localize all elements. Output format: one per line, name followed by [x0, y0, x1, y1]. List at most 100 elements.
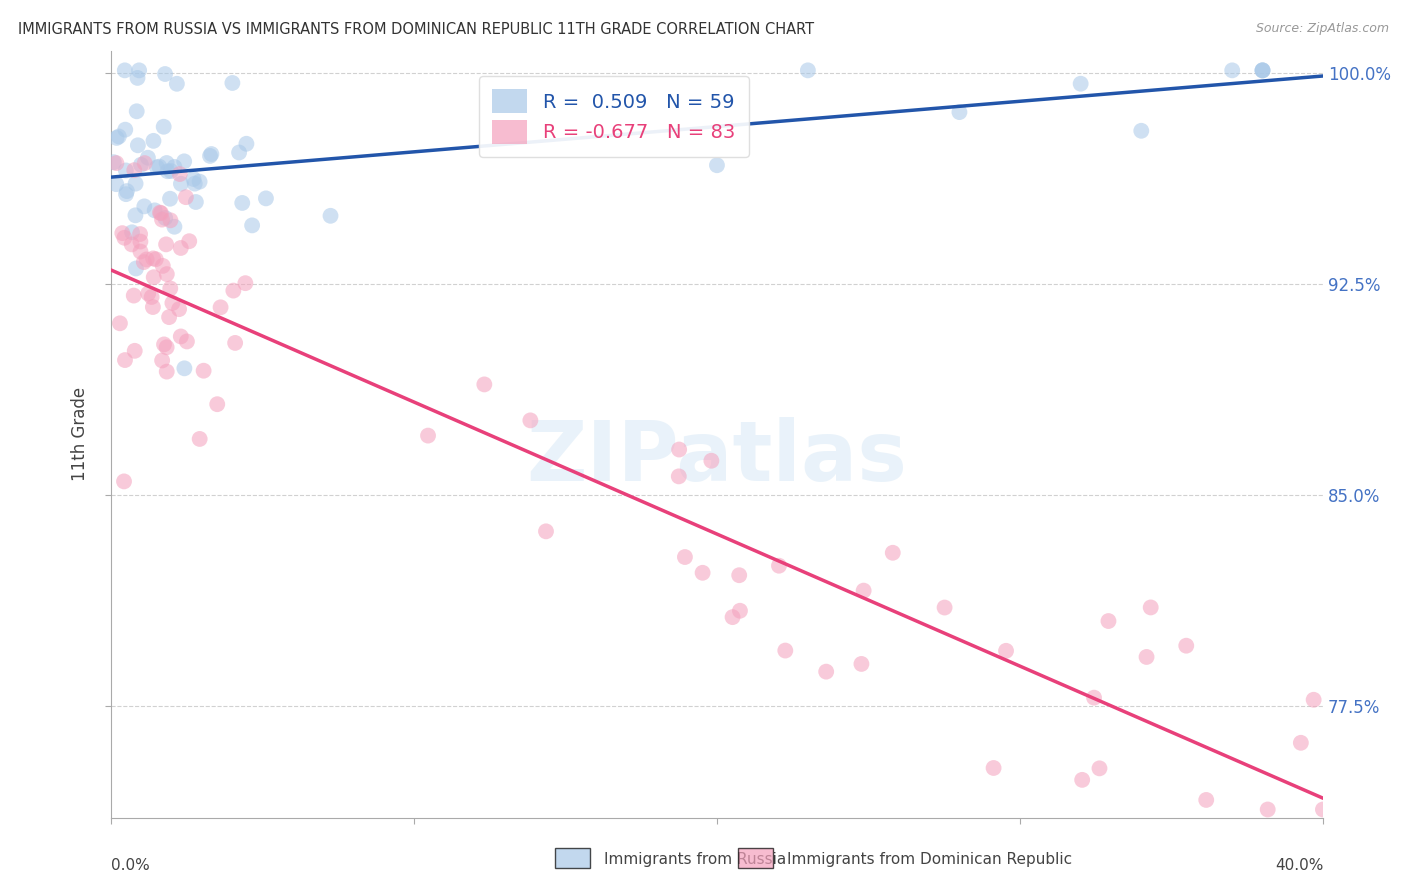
Point	[156, 365, 179, 379]
Point	[319, 209, 342, 223]
Point	[128, 63, 150, 78]
Point	[121, 225, 143, 239]
Point	[1130, 124, 1153, 138]
Point	[228, 145, 250, 160]
Point	[129, 235, 152, 249]
Point	[188, 432, 211, 446]
Point	[155, 237, 177, 252]
Point	[159, 281, 181, 295]
Point	[1195, 793, 1218, 807]
Point	[105, 177, 128, 191]
Point	[1302, 692, 1324, 706]
Point	[163, 160, 186, 174]
Point	[122, 288, 145, 302]
Point	[105, 131, 128, 145]
Point	[163, 219, 186, 234]
Point	[169, 167, 191, 181]
Point	[125, 104, 148, 119]
Point	[156, 267, 179, 281]
Point	[159, 213, 181, 227]
Point	[166, 77, 188, 91]
Point	[882, 546, 904, 560]
Point	[174, 190, 197, 204]
Point	[112, 231, 135, 245]
Point	[1083, 690, 1105, 705]
Point	[127, 70, 149, 85]
Point	[1289, 736, 1312, 750]
Point	[153, 67, 176, 81]
Point	[1251, 63, 1274, 78]
Point	[141, 290, 163, 304]
Point	[176, 334, 198, 349]
Point	[115, 184, 138, 198]
Point	[159, 192, 181, 206]
Legend: R =  0.509   N = 59, R = -0.677   N = 83: R = 0.509 N = 59, R = -0.677 N = 83	[479, 76, 749, 157]
Point	[193, 364, 215, 378]
Point	[124, 208, 146, 222]
Point	[934, 600, 956, 615]
Point	[162, 296, 184, 310]
Point	[222, 284, 245, 298]
Point	[728, 604, 751, 618]
Point	[112, 475, 135, 489]
Point	[416, 428, 439, 442]
Point	[207, 397, 229, 411]
Point	[1139, 600, 1161, 615]
Point	[235, 276, 257, 290]
Point	[111, 226, 134, 240]
Point	[124, 177, 146, 191]
Text: Source: ZipAtlas.com: Source: ZipAtlas.com	[1256, 22, 1389, 36]
Point	[142, 270, 165, 285]
Point	[114, 122, 136, 136]
Point	[129, 158, 152, 172]
Point	[146, 161, 169, 175]
Point	[519, 413, 541, 427]
Point	[135, 252, 157, 267]
Point	[797, 63, 820, 78]
Point	[125, 261, 148, 276]
Point	[1257, 803, 1279, 817]
Point	[160, 164, 183, 178]
Point	[673, 549, 696, 564]
Point	[1071, 772, 1094, 787]
Point	[157, 310, 180, 325]
Point	[108, 316, 131, 330]
Point	[209, 301, 232, 315]
Point	[995, 644, 1018, 658]
Point	[153, 337, 176, 351]
Point	[235, 136, 257, 151]
Point	[240, 219, 263, 233]
Point	[472, 377, 495, 392]
Point	[115, 187, 138, 202]
Point	[114, 63, 136, 78]
Point	[134, 199, 156, 213]
Point	[188, 175, 211, 189]
Point	[184, 194, 207, 209]
Text: 0.0%: 0.0%	[111, 858, 149, 873]
Point	[143, 203, 166, 218]
Point	[152, 120, 174, 134]
Point	[145, 252, 167, 267]
Point	[1097, 614, 1119, 628]
Text: 40.0%: 40.0%	[1275, 858, 1323, 873]
Point	[103, 155, 125, 169]
Point	[150, 206, 173, 220]
Point	[668, 469, 690, 483]
Point	[948, 105, 970, 120]
Point	[105, 156, 128, 170]
Text: Immigrants from Russia: Immigrants from Russia	[605, 852, 787, 867]
Point	[224, 335, 246, 350]
Point	[127, 138, 149, 153]
Point	[156, 156, 179, 170]
Point	[124, 343, 146, 358]
Point	[728, 568, 751, 582]
Point	[231, 196, 253, 211]
Point	[198, 149, 221, 163]
Point	[156, 340, 179, 354]
Point	[148, 160, 170, 174]
Point	[184, 177, 207, 191]
Point	[142, 134, 165, 148]
Point	[115, 163, 138, 178]
Point	[142, 300, 165, 314]
Point	[768, 558, 790, 573]
